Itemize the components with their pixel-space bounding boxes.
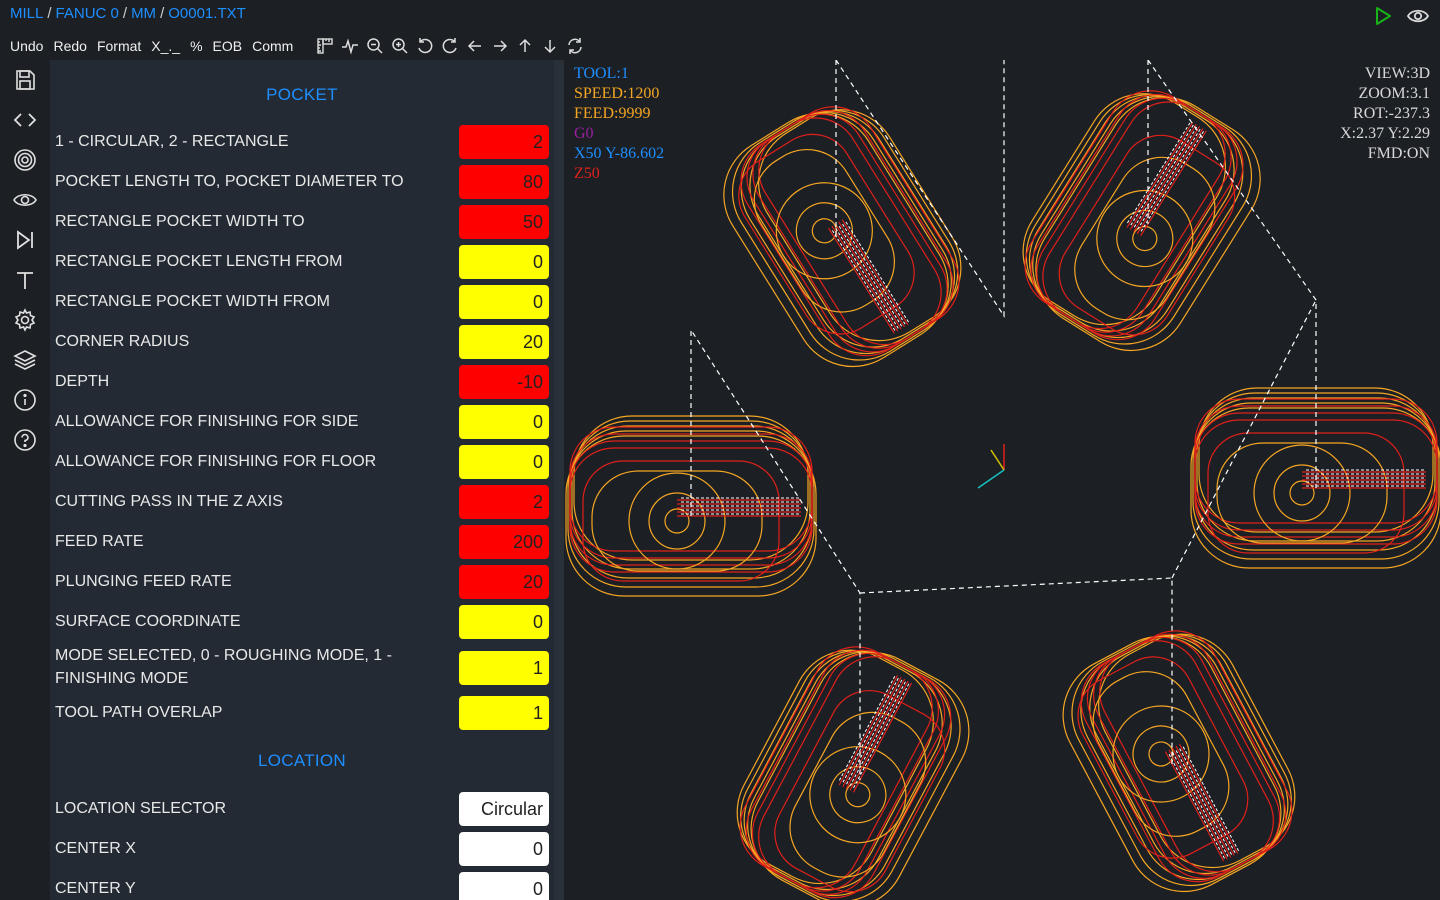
- toolpath-viewport[interactable]: TOOL:1 SPEED:1200 FEED:9999 G0 X50 Y-86.…: [564, 60, 1440, 900]
- pocket-toolpath: [1022, 90, 1261, 352]
- param-label: FEED RATE: [55, 533, 144, 550]
- param-label: PLUNGING FEED RATE: [55, 573, 232, 590]
- param-label: CUTTING PASS IN THE Z AXIS: [55, 493, 283, 510]
- param-label: ALLOWANCE FOR FINISHING FOR SIDE: [55, 413, 359, 430]
- skip-forward-icon[interactable]: [13, 228, 37, 252]
- text-icon[interactable]: [13, 268, 37, 292]
- parameters-panel: POCKET 1 - CIRCULAR, 2 - RECTANGLE POCKE…: [50, 60, 554, 900]
- settings-icon[interactable]: [13, 308, 37, 332]
- param-label: CENTER Y: [55, 880, 136, 897]
- z-pass-input[interactable]: [459, 485, 549, 519]
- arrow-left-icon[interactable]: [465, 36, 485, 56]
- fmd-readout: FMD:ON: [1367, 145, 1430, 162]
- rotation-readout: ROT:-237.3: [1353, 105, 1430, 122]
- pocket-width-to-input[interactable]: [459, 205, 549, 239]
- breadcrumb: MILL / FANUC 0/MM / O0001.TXT: [10, 5, 246, 22]
- left-sidebar: [0, 60, 50, 900]
- preview-eye-icon[interactable]: [1406, 6, 1430, 26]
- param-label: RECTANGLE POCKET WIDTH FROM: [55, 293, 330, 310]
- param-label: 1 - CIRCULAR, 2 - RECTANGLE: [55, 133, 289, 150]
- rotate-left-icon[interactable]: [415, 36, 435, 56]
- save-icon[interactable]: [13, 68, 37, 92]
- location-selector-input[interactable]: [459, 792, 549, 826]
- editor-toolbar: Undo Redo Format X_._ % EOB Comm: [0, 34, 585, 58]
- floor-allowance-input[interactable]: [459, 445, 549, 479]
- view-mode-readout: VIEW:3D: [1364, 65, 1430, 82]
- arrow-right-icon[interactable]: [490, 36, 510, 56]
- surface-coordinate-input[interactable]: [459, 605, 549, 639]
- param-label: MODE SELECTED, 0 - ROUGHING MODE, 1 - FI…: [55, 647, 392, 687]
- comment-button[interactable]: Comm: [252, 38, 294, 54]
- center-y-input[interactable]: [459, 872, 549, 900]
- center-x-input[interactable]: [459, 832, 549, 866]
- pocket-toolpath: [1062, 630, 1296, 893]
- code-icon[interactable]: [13, 108, 37, 132]
- target-icon[interactable]: [13, 148, 37, 172]
- view-info: VIEW:3D ZOOM:3.1 ROT:-237.3 X:2.37 Y:2.2…: [1340, 64, 1430, 164]
- machine-info: TOOL:1 SPEED:1200 FEED:9999 G0 X50 Y-86.…: [574, 64, 664, 184]
- param-label: CORNER RADIUS: [55, 333, 190, 350]
- breadcrumb-units[interactable]: MM: [131, 5, 157, 22]
- rotate-right-icon[interactable]: [440, 36, 460, 56]
- param-label: DEPTH: [55, 373, 110, 390]
- gcode-readout: G0: [574, 125, 594, 142]
- feed-readout: FEED:9999: [574, 105, 651, 122]
- decimal-format-button[interactable]: X_._: [151, 38, 181, 54]
- param-label: LOCATION SELECTOR: [55, 800, 226, 817]
- xy-readout: X50 Y-86.602: [574, 145, 665, 162]
- help-icon[interactable]: [13, 428, 37, 452]
- corner-radius-input[interactable]: [459, 325, 549, 359]
- pocket-toolpath: [723, 106, 962, 368]
- pocket-toolpath: [736, 646, 970, 900]
- pocket-section-title: POCKET: [266, 85, 338, 104]
- param-label: CENTER X: [55, 840, 136, 857]
- toolpath-canvas[interactable]: [564, 60, 1440, 900]
- location-section-title: LOCATION: [257, 751, 347, 770]
- cursor-readout: X:2.37 Y:2.29: [1340, 125, 1430, 142]
- overlap-input[interactable]: [459, 696, 549, 730]
- undo-button[interactable]: Undo: [10, 38, 44, 54]
- panel-splitter[interactable]: [554, 60, 564, 900]
- pocket-length-to-input[interactable]: [459, 165, 549, 199]
- layers-icon[interactable]: [13, 348, 37, 372]
- top-bar: MILL / FANUC 0/MM / O0001.TXT: [0, 0, 1440, 30]
- param-label: SURFACE COORDINATE: [55, 613, 241, 630]
- mode-input[interactable]: [459, 651, 549, 685]
- percent-button[interactable]: %: [190, 38, 203, 54]
- zoom-readout: ZOOM:3.1: [1358, 85, 1430, 102]
- param-label: POCKET LENGTH TO, POCKET DIAMETER TO: [55, 173, 404, 190]
- arrow-down-icon[interactable]: [540, 36, 560, 56]
- param-label: RECTANGLE POCKET LENGTH FROM: [55, 253, 343, 270]
- breadcrumb-file[interactable]: O0001.TXT: [168, 5, 246, 22]
- depth-input[interactable]: [459, 365, 549, 399]
- arrow-up-icon[interactable]: [515, 36, 535, 56]
- pocket-width-from-input[interactable]: [459, 285, 549, 319]
- eye-icon[interactable]: [13, 188, 37, 212]
- info-icon[interactable]: [13, 388, 37, 412]
- pocket-length-from-input[interactable]: [459, 245, 549, 279]
- tool-readout: TOOL:1: [574, 65, 629, 82]
- run-icon[interactable]: [1374, 6, 1392, 26]
- breadcrumb-mill[interactable]: MILL: [10, 5, 44, 22]
- refresh-icon[interactable]: [565, 36, 585, 56]
- wave-icon[interactable]: [340, 36, 360, 56]
- redo-button[interactable]: Redo: [53, 38, 87, 54]
- zoom-in-icon[interactable]: [390, 36, 410, 56]
- plunge-feed-rate-input[interactable]: [459, 565, 549, 599]
- feed-rate-input[interactable]: [459, 525, 549, 559]
- zoom-out-icon[interactable]: [365, 36, 385, 56]
- param-label: RECTANGLE POCKET WIDTH TO: [55, 213, 305, 230]
- eob-button[interactable]: EOB: [212, 38, 243, 54]
- speed-readout: SPEED:1200: [574, 85, 660, 102]
- param-label: TOOL PATH OVERLAP: [55, 704, 223, 721]
- pocket-type-input[interactable]: [459, 125, 549, 159]
- breadcrumb-controller[interactable]: FANUC 0: [55, 5, 119, 22]
- z-readout: Z50: [574, 165, 600, 182]
- side-allowance-input[interactable]: [459, 405, 549, 439]
- param-label: ALLOWANCE FOR FINISHING FOR FLOOR: [55, 453, 377, 470]
- format-button[interactable]: Format: [96, 38, 142, 54]
- ruler-icon[interactable]: [315, 36, 335, 56]
